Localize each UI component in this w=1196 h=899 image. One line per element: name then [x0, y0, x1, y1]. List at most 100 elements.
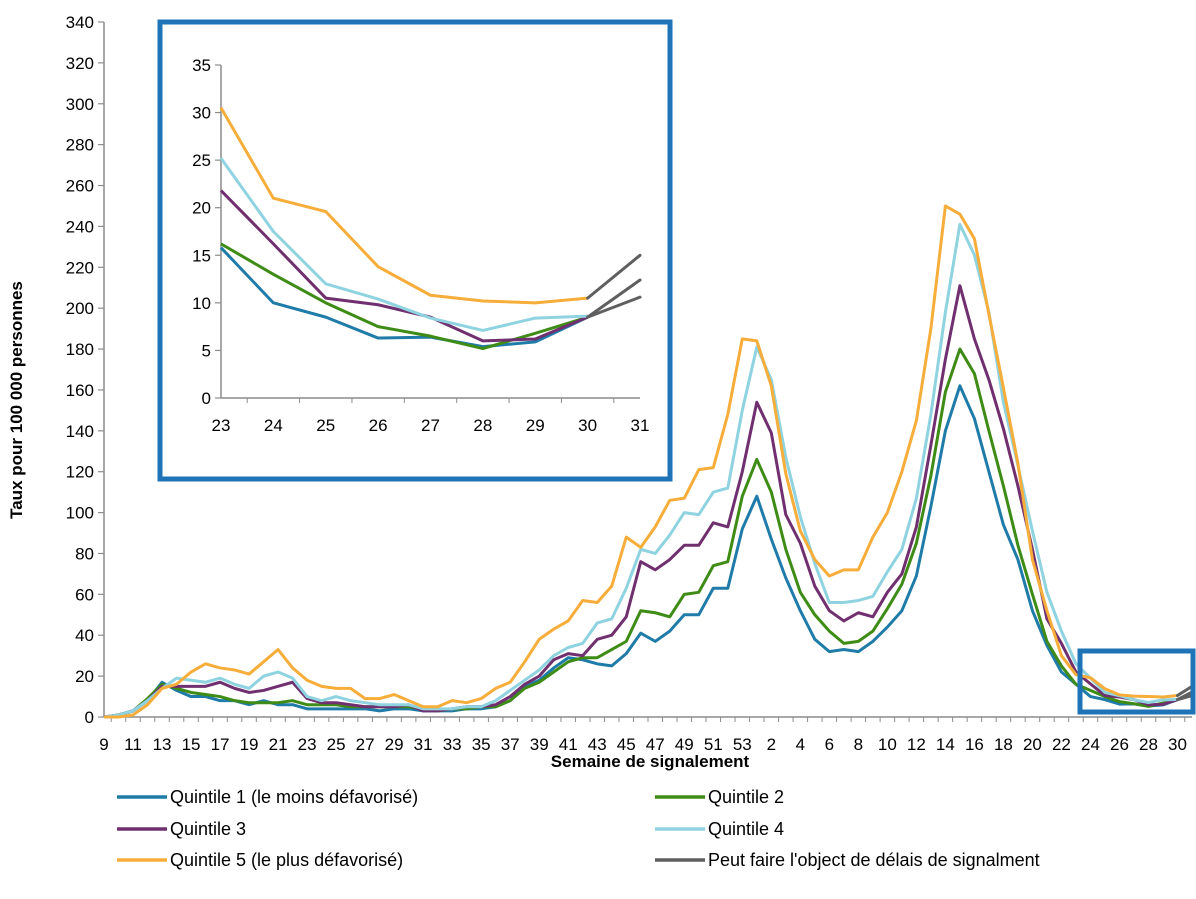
inset-x-tick-label: 23: [212, 416, 231, 435]
inset-series-line-3: [219, 189, 589, 343]
main-series-line-3: [103, 284, 1178, 719]
main-x-tick-label: 29: [385, 735, 404, 754]
main-x-tick-label: 24: [1081, 735, 1100, 754]
main-x-tick-label: 2: [767, 735, 776, 754]
main-series-line-5: [104, 204, 1178, 719]
main-x-tick-label: 47: [646, 735, 665, 754]
main-x-tick-label: 4: [796, 735, 805, 754]
main-y-tick-label: 80: [75, 544, 94, 563]
main-x-tick-label: 37: [501, 735, 520, 754]
main-x-tick-label: 6: [825, 735, 834, 754]
highlight-box: [1077, 648, 1196, 715]
inset-x-tick-label: 30: [578, 416, 597, 435]
main-y-tick-label: 60: [75, 585, 94, 604]
main-x-tick-label: 20: [1023, 735, 1042, 754]
main-y-tick-label: 200: [66, 299, 94, 318]
inset-plot-area: 0 5 10 15 20 25 30 35 23 24 25 26 27 28 29 30 31: [192, 56, 649, 435]
main-x-tick-label: 33: [443, 735, 462, 754]
x-axis-title: Semaine de signalement: [551, 752, 750, 771]
legend-label: Quintile 4: [708, 819, 784, 839]
main-x-tick-label: 21: [269, 735, 288, 754]
main-y-tick-label: 240: [66, 217, 94, 236]
inset-x-tick-label: 25: [316, 416, 335, 435]
main-x-tick-label: 17: [211, 735, 230, 754]
main-series-line-4: [103, 222, 1178, 719]
inset-series-line-5: [219, 107, 588, 305]
inset-x-tick-label: 31: [631, 416, 650, 435]
inset-x-tick-label: 26: [369, 416, 388, 435]
main-y-tick-label: 180: [66, 340, 94, 359]
main-x-tick-label: 30: [1168, 735, 1187, 754]
main-x-tick-label: 28: [1139, 735, 1158, 754]
main-x-tick-label: 51: [704, 735, 723, 754]
main-x-tick-label: 14: [936, 735, 955, 754]
main-y-tick-label: 340: [66, 13, 94, 32]
main-x-tick-label: 8: [854, 735, 863, 754]
legend-label: Quintile 3: [170, 819, 246, 839]
y-axis-title: Taux pour 100 000 personnes: [7, 281, 26, 519]
main-x-tick-label: 25: [327, 735, 346, 754]
inset-y-tick-label: 15: [192, 246, 211, 265]
inset-x-tick-label: 29: [526, 416, 545, 435]
main-series-line-reporting-delay: [1175, 690, 1194, 702]
inset-frame: [157, 19, 673, 482]
inset-x-tick-label: 28: [473, 416, 492, 435]
inset-chart: 0 5 10 15 20 25 30 35 23 24 25 26 27 28 29 30 31: [157, 19, 673, 482]
main-series-line-1: [103, 384, 1179, 719]
main-x-tick-label: 11: [124, 735, 142, 754]
main-y-tick-label: 120: [66, 463, 94, 482]
main-x-tick-label: 27: [356, 735, 375, 754]
legend-item: Quintile 2: [655, 787, 784, 807]
main-x-tick-label: 19: [240, 735, 259, 754]
main-x-tick-label: 43: [588, 735, 607, 754]
main-y-tick-label: 140: [66, 422, 94, 441]
main-x-tick-label: 53: [733, 735, 752, 754]
main-x-tick-label: 16: [965, 735, 984, 754]
main-y-tick-label: 300: [66, 95, 94, 114]
inset-series-line-reporting-delay: [586, 295, 642, 319]
main-x-tick-label: 49: [675, 735, 694, 754]
main-series-line-reporting-delay: [1175, 684, 1194, 698]
inset-series-line-1: [219, 246, 589, 349]
main-x-tick-label: 13: [153, 735, 172, 754]
main-x-tick-label: 15: [182, 735, 201, 754]
inset-series-line-reporting-delay: [586, 253, 642, 300]
inset-y-tick-label: 5: [202, 341, 211, 360]
main-x-tick-label: 41: [559, 735, 578, 754]
main-y-tick-label: 320: [66, 54, 94, 73]
main-x-tick-label: 23: [298, 735, 317, 754]
inset-series-line-4: [219, 157, 588, 332]
main-x-tick-label: 22: [1052, 735, 1071, 754]
main-y-tick-label: 100: [66, 504, 94, 523]
main-x-tick-label: 45: [617, 735, 636, 754]
main-y-tick-label: 160: [66, 381, 94, 400]
inset-x-tick-label: 24: [264, 416, 283, 435]
inset-y-tick-label: 35: [192, 56, 211, 75]
inset-series-line-reporting-delay: [586, 278, 642, 319]
legend-item: Quintile 5 (le plus défavorisé): [117, 850, 403, 870]
main-x-tick-label: 10: [878, 735, 897, 754]
legend-label: Quintile 1 (le moins défavorisé): [170, 787, 418, 807]
legend-item: Quintile 3: [117, 819, 246, 839]
inset-y-tick-label: 20: [192, 199, 211, 218]
legend-item: Quintile 1 (le moins défavorisé): [117, 787, 418, 807]
main-x-tick-label: 12: [907, 735, 926, 754]
main-y-tick-label: 0: [85, 708, 94, 727]
legend-label: Quintile 5 (le plus défavorisé): [170, 850, 403, 870]
main-x-tick-label: 31: [414, 735, 433, 754]
main-y-tick-label: 260: [66, 177, 94, 196]
main-x-tick-label: 18: [994, 735, 1013, 754]
main-x-tick-label: 26: [1110, 735, 1129, 754]
inset-y-tick-label: 10: [192, 294, 211, 313]
legend-item: Quintile 4: [655, 819, 784, 839]
main-x-tick-label: 9: [99, 735, 108, 754]
main-y-tick-label: 40: [75, 626, 94, 645]
main-plot-area: 0204060801001201401601802002202402602803…: [66, 13, 1194, 754]
legend-item: Peut faire l'object de délais de signalm…: [655, 850, 1040, 870]
main-y-tick-label: 280: [66, 136, 94, 155]
legend: Quintile 1 (le moins défavorisé) Quintile…: [117, 787, 1040, 870]
legend-label: Quintile 2: [708, 787, 784, 807]
inset-y-tick-label: 25: [192, 151, 211, 170]
main-x-tick-label: 39: [530, 735, 549, 754]
